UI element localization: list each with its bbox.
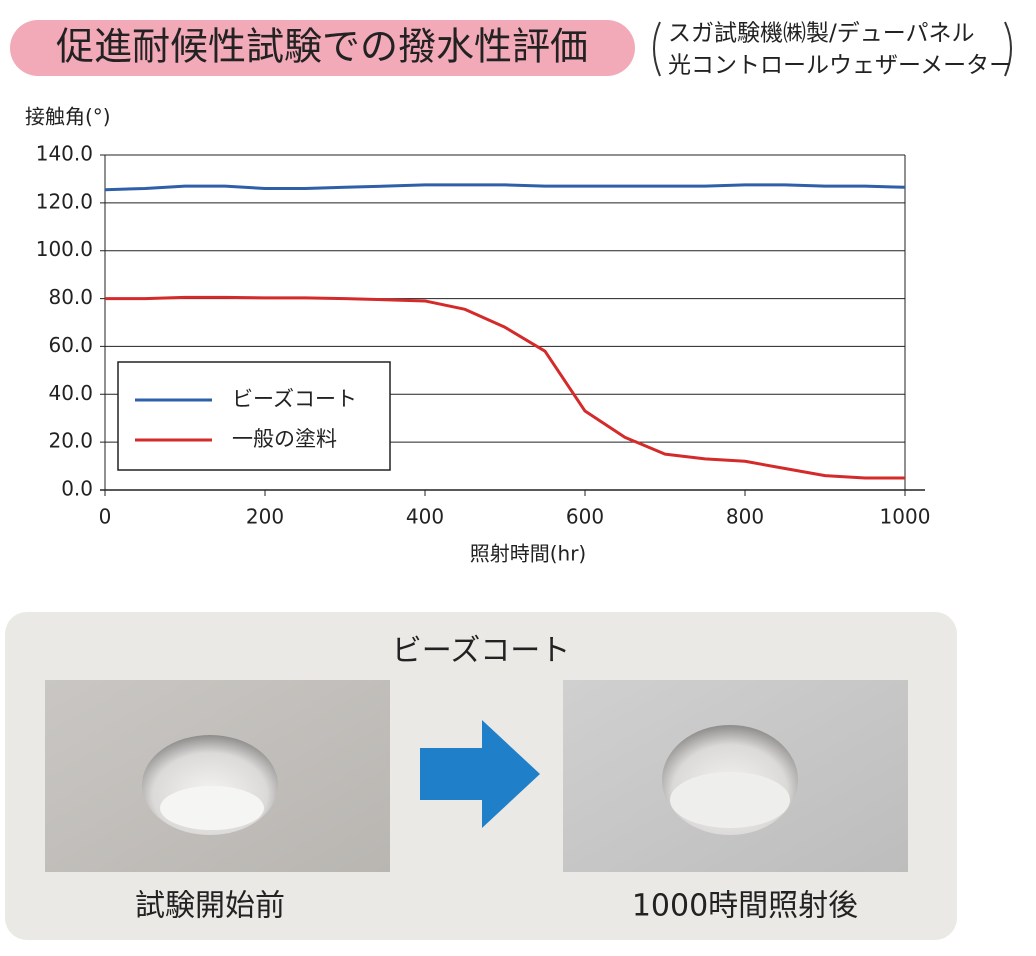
bracket [653, 21, 661, 77]
y-tick-label: 40.0 [48, 381, 93, 405]
droplet-highlight [160, 786, 264, 830]
series-line [104, 183, 906, 192]
title-pill [10, 20, 635, 76]
x-axis-label: 照射時間(hr) [470, 542, 587, 566]
x-tick-label: 0 [99, 505, 112, 529]
y-tick-label: 120.0 [36, 189, 93, 213]
y-tick-label: 60.0 [48, 333, 93, 357]
x-tick-label: 600 [566, 505, 604, 529]
legend-label: ビーズコート [232, 387, 357, 411]
y-tick-label: 80.0 [48, 285, 93, 309]
subtitle: スガ試験機㈱製/デューパネル [668, 21, 975, 47]
droplet-highlight [670, 772, 790, 828]
y-tick-label: 0.0 [61, 477, 93, 501]
panel-title: ビーズコート [392, 634, 571, 669]
y-tick-label: 20.0 [48, 429, 93, 453]
x-tick-label: 1000 [880, 505, 931, 529]
y-tick-label: 100.0 [36, 237, 93, 261]
x-tick-label: 200 [246, 505, 284, 529]
caption: 試験開始前 [135, 889, 285, 924]
legend [117, 361, 391, 471]
caption: 1000時間照射後 [632, 889, 858, 924]
y-axis-label: 接触角(°) [25, 105, 111, 129]
x-tick-label: 800 [726, 505, 764, 529]
legend-label: 一般の塗料 [232, 427, 337, 451]
x-tick-label: 400 [406, 505, 444, 529]
bracket [1004, 21, 1012, 77]
arrow [420, 720, 540, 828]
title: 促進耐候性試験での撥水性評価 [56, 25, 588, 69]
subtitle: 光コントロールウェザーメーター [668, 53, 1012, 79]
y-tick-label: 140.0 [36, 142, 93, 166]
series-line [105, 295, 905, 480]
